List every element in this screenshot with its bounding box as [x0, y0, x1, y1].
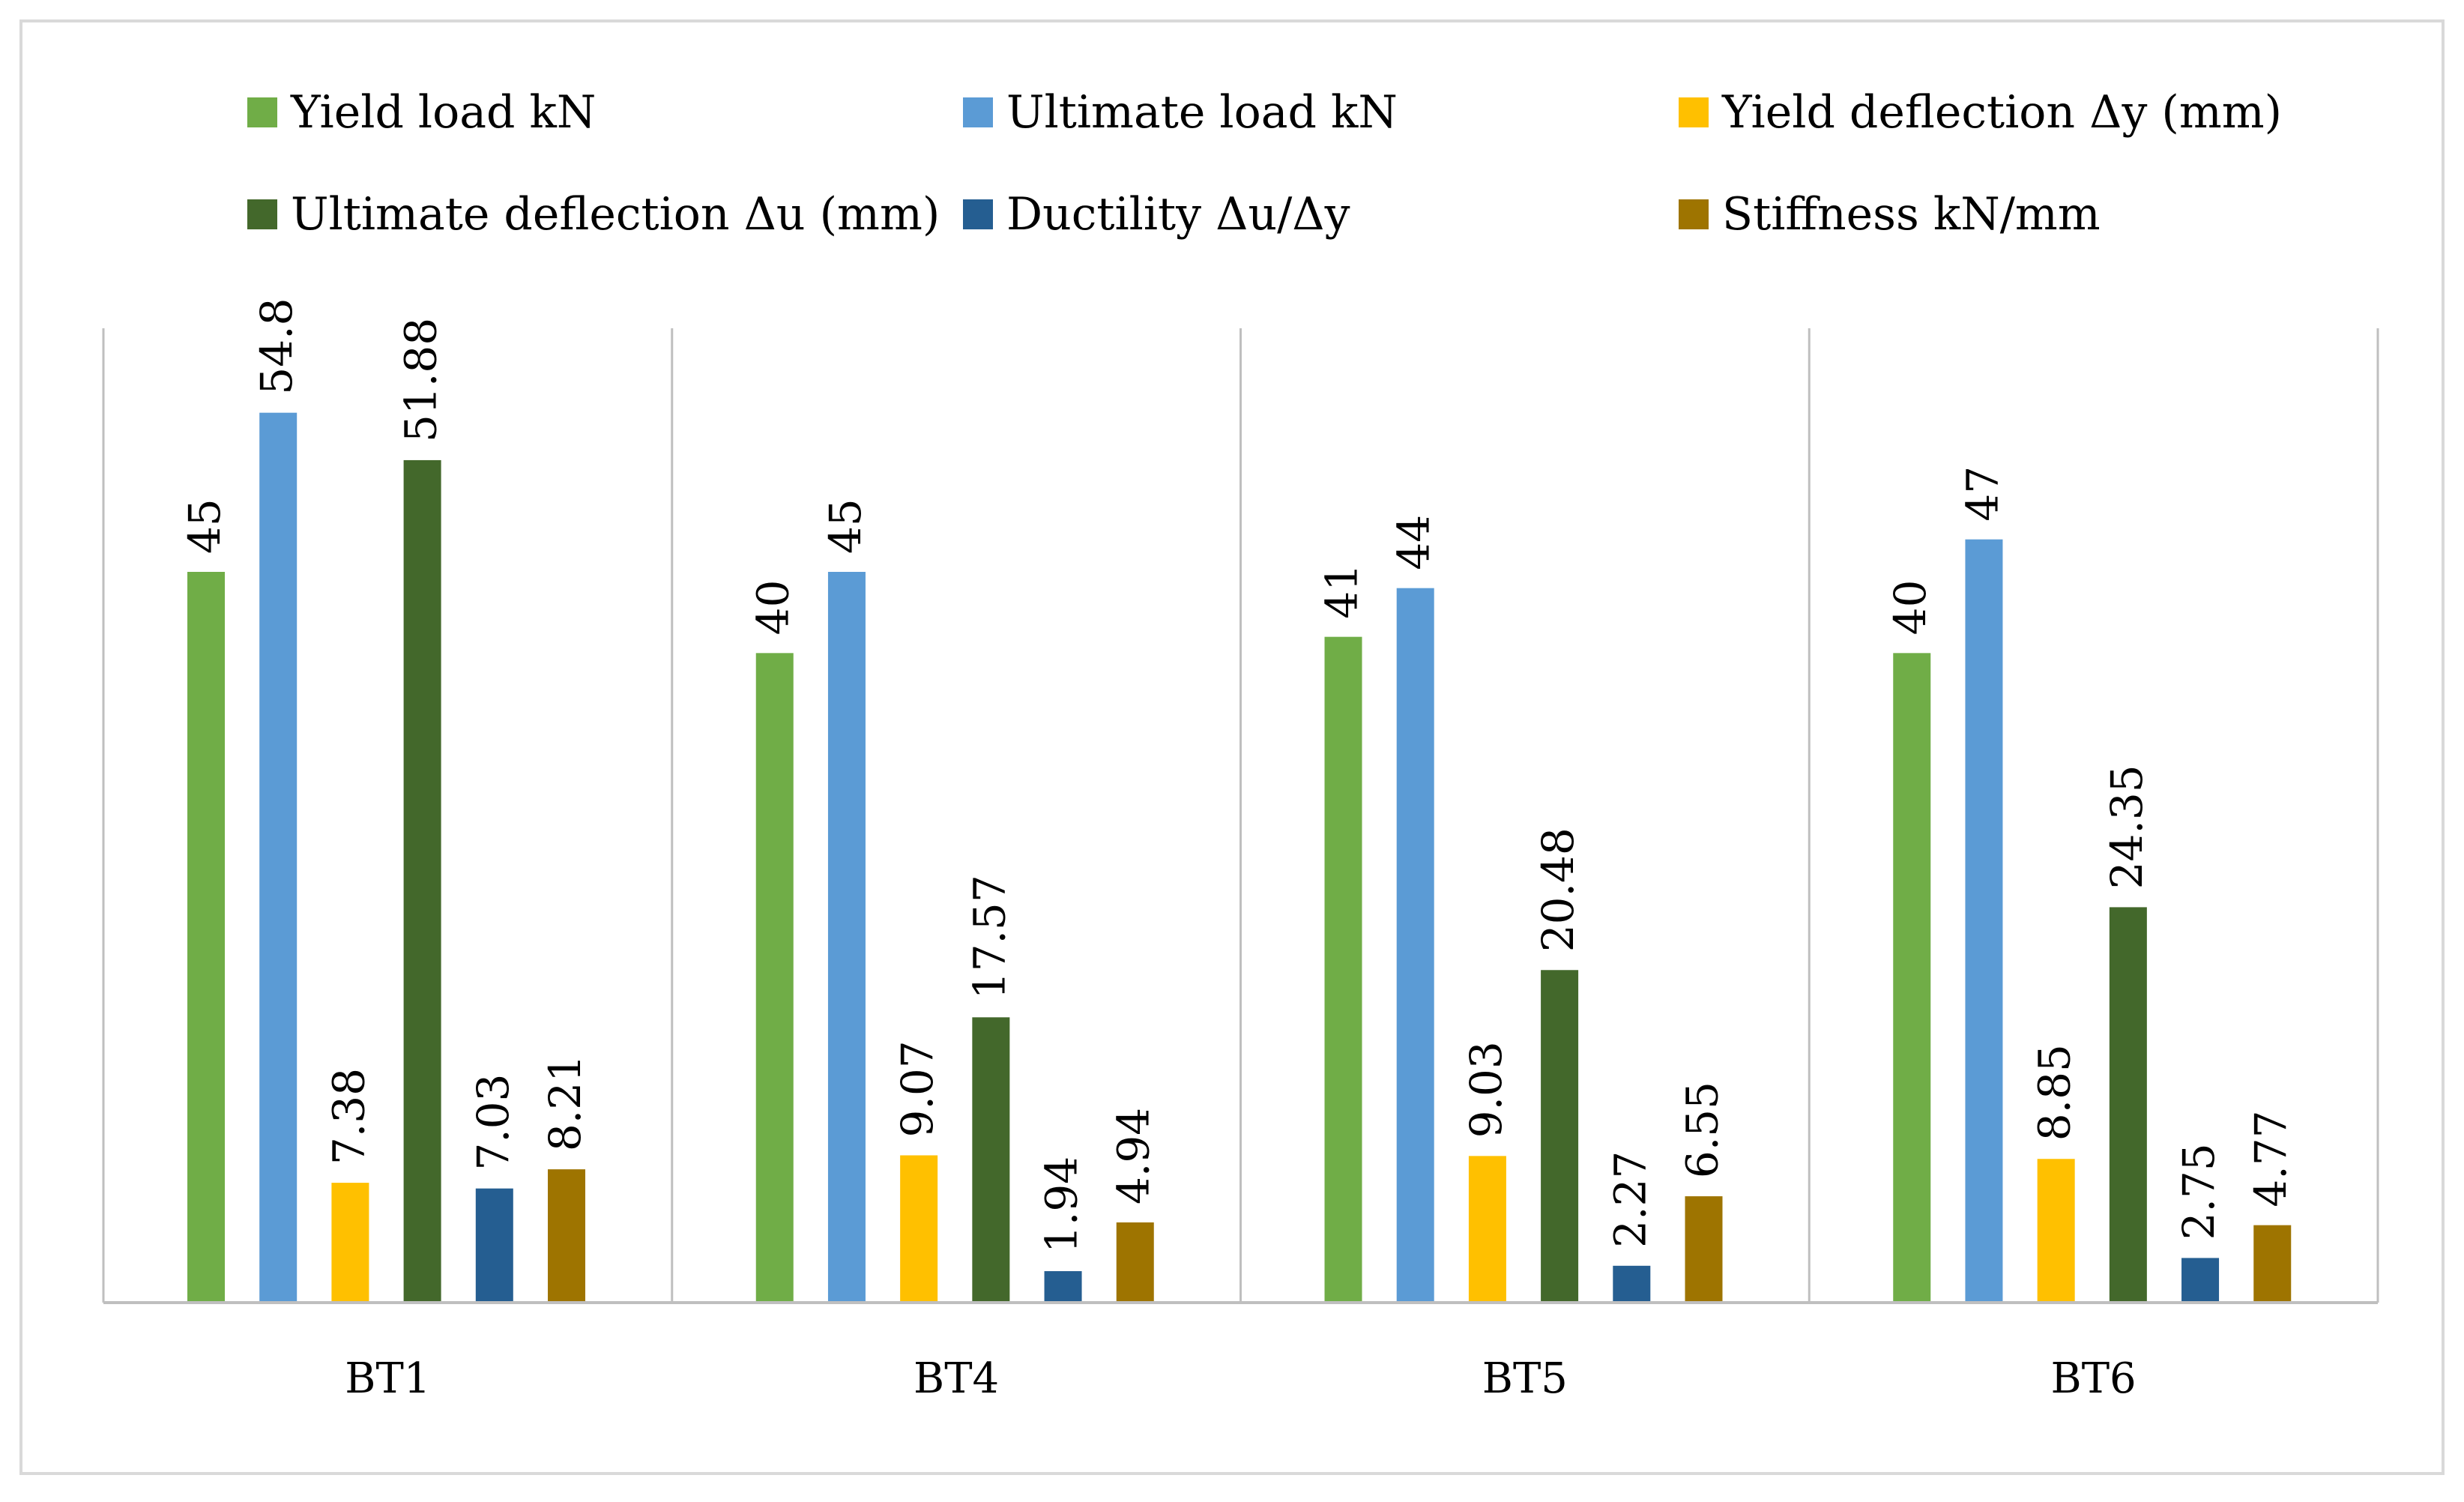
legend-item-yield-load-kn: Yield load kN	[247, 86, 596, 139]
bar-bt5-stiffness-kn-mm	[1685, 1196, 1723, 1303]
legend-swatch-ultimate-deflection-u-mm	[247, 199, 277, 229]
data-label-bt4-yield-deflection-y-mm: 9.07	[892, 1040, 943, 1137]
bar-bt1-stiffness-kn-mm	[548, 1169, 585, 1303]
bar-bt4-ductility-u-y	[1044, 1270, 1082, 1303]
legend-label-yield-load-kn: Yield load kN	[290, 86, 596, 139]
bar-bt4-stiffness-kn-mm	[1116, 1222, 1154, 1303]
bar-bt5-ductility-u-y	[1613, 1265, 1651, 1303]
data-label-bt5-ductility-u-y: 2.27	[1604, 1151, 1655, 1248]
bar-bt5-ultimate-load-kn	[1396, 588, 1434, 1303]
data-label-bt1-ductility-u-y: 7.03	[468, 1074, 519, 1171]
x-tick-label-bt4: BT4	[914, 1354, 999, 1403]
bar-bt1-yield-load-kn	[187, 572, 225, 1303]
bar-bt4-ultimate-load-kn	[827, 572, 866, 1303]
x-tick-label-bt5: BT5	[1482, 1354, 1568, 1403]
data-label-bt4-ductility-u-y: 1.94	[1036, 1156, 1087, 1253]
data-label-bt1-ultimate-load-kn: 54.8	[251, 298, 302, 395]
legend-label-stiffness-kn-mm: Stiffness kN/mm	[1722, 188, 2101, 241]
bar-bt1-ultimate-deflection-u-mm	[403, 459, 441, 1303]
data-label-bt1-yield-deflection-y-mm: 7.38	[323, 1068, 374, 1165]
data-label-bt4-yield-load-kn: 40	[748, 580, 799, 636]
bar-bt5-yield-load-kn	[1324, 636, 1362, 1303]
bar-bt5-yield-deflection-y-mm	[1468, 1156, 1506, 1303]
data-label-bt1-ultimate-deflection-u-mm: 51.88	[396, 318, 447, 442]
bar-bt1-ductility-u-y	[475, 1188, 513, 1303]
legend-label-ultimate-deflection-u-mm: Ultimate deflection Δu (mm)	[291, 188, 940, 241]
legend-item-ultimate-deflection-u-mm: Ultimate deflection Δu (mm)	[247, 188, 940, 241]
data-label-bt6-yield-load-kn: 40	[1885, 580, 1936, 636]
plot-area: 45 54.8 7.38 51.88 7.03 8.21 40 45 9.07 17.57 1.94…	[102, 298, 2379, 1403]
bar-bt4-yield-deflection-y-mm	[900, 1155, 938, 1303]
data-label-bt6-ductility-u-y: 2.75	[2173, 1143, 2224, 1240]
x-tick-label-bt6: BT6	[2051, 1354, 2137, 1403]
x-axis-ticks: BT1 BT4 BT5 BT6	[345, 1354, 2136, 1403]
legend-swatch-ductility-u-y	[963, 199, 993, 229]
data-label-bt5-yield-deflection-y-mm: 9.03	[1461, 1041, 1512, 1138]
bar-bt6-ultimate-deflection-u-mm	[2109, 907, 2147, 1303]
x-tick-label-bt1: BT1	[345, 1354, 430, 1403]
data-label-bt4-ultimate-load-kn: 45	[820, 498, 871, 554]
data-label-bt4-ultimate-deflection-u-mm: 17.57	[964, 875, 1015, 999]
bar-bt5-ultimate-deflection-u-mm	[1541, 970, 1579, 1303]
bar-bt1-yield-deflection-y-mm	[331, 1183, 369, 1303]
bar-bt6-ultimate-load-kn	[1965, 539, 2003, 1303]
data-label-bt5-ultimate-deflection-u-mm: 20.48	[1533, 827, 1583, 952]
bar-bt6-ductility-u-y	[2181, 1258, 2220, 1303]
legend: Yield load kN Ultimate load kN Yield defle…	[247, 86, 2282, 241]
data-labels-layer: 45 54.8 7.38 51.88 7.03 8.21 40 45 9.07 17.57 1.94…	[179, 298, 2296, 1253]
data-label-bt1-stiffness-kn-mm: 8.21	[540, 1055, 591, 1151]
legend-item-yield-deflection-y-mm: Yield deflection Δy (mm)	[1679, 86, 2282, 139]
data-label-bt5-stiffness-kn-mm: 6.55	[1677, 1082, 1728, 1178]
data-label-bt5-ultimate-load-kn: 44	[1389, 515, 1440, 570]
data-label-bt5-yield-load-kn: 41	[1317, 564, 1368, 619]
data-label-bt6-stiffness-kn-mm: 4.77	[2245, 1111, 2296, 1207]
legend-label-ductility-u-y: Ductility Δu/Δy	[1006, 188, 1350, 241]
data-label-bt4-stiffness-kn-mm: 4.94	[1108, 1108, 1159, 1204]
bar-bt6-yield-deflection-y-mm	[2037, 1159, 2075, 1303]
bar-bt6-stiffness-kn-mm	[2253, 1225, 2292, 1303]
legend-item-ductility-u-y: Ductility Δu/Δy	[963, 188, 1350, 241]
legend-item-stiffness-kn-mm: Stiffness kN/mm	[1679, 188, 2101, 241]
legend-swatch-stiffness-kn-mm	[1679, 199, 1709, 229]
bars-layer	[187, 412, 2292, 1303]
legend-item-ultimate-load-kn: Ultimate load kN	[963, 86, 1398, 139]
bar-bt4-yield-load-kn	[755, 653, 794, 1303]
data-label-bt6-yield-deflection-y-mm: 8.85	[2029, 1044, 2080, 1141]
legend-swatch-ultimate-load-kn	[963, 97, 993, 127]
data-label-bt6-ultimate-deflection-u-mm: 24.35	[2101, 764, 2152, 889]
data-label-bt6-ultimate-load-kn: 47	[1957, 466, 2008, 522]
category-separators	[102, 328, 2379, 1303]
legend-label-ultimate-load-kn: Ultimate load kN	[1006, 86, 1398, 139]
data-label-bt1-yield-load-kn: 45	[179, 498, 230, 554]
bar-bt1-ultimate-load-kn	[259, 412, 298, 1303]
bar-bt4-ultimate-deflection-u-mm	[972, 1017, 1010, 1303]
legend-swatch-yield-load-kn	[247, 97, 277, 127]
bar-bt6-yield-load-kn	[1893, 653, 1931, 1303]
legend-swatch-yield-deflection-y-mm	[1679, 97, 1709, 127]
legend-label-yield-deflection-y-mm: Yield deflection Δy (mm)	[1721, 86, 2282, 139]
